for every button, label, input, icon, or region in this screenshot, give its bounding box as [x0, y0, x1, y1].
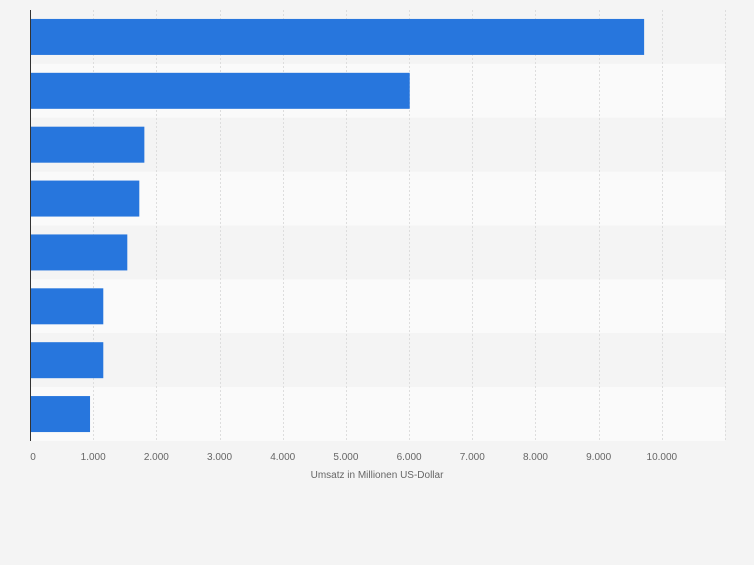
row-band [30, 279, 725, 334]
bar[interactable] [30, 180, 140, 217]
x-tick-label: 0 [30, 452, 36, 463]
x-tick-label: 6.000 [397, 452, 422, 463]
x-tick-label: 2.000 [144, 452, 169, 463]
x-tick-label: 9.000 [586, 452, 611, 463]
bar[interactable] [30, 342, 104, 379]
bar[interactable] [30, 288, 104, 325]
x-axis-ticks: 0 1.000 2.000 3.000 4.000 5.000 6.000 7.000 8.00… [30, 452, 677, 463]
x-axis-title: Umsatz in Millionen US-Dollar [311, 470, 444, 481]
row-band [30, 171, 725, 226]
bar[interactable] [30, 18, 645, 55]
x-tick-label: 10.000 [647, 452, 678, 463]
bars [30, 18, 645, 433]
row-band [30, 333, 725, 388]
row-band [30, 387, 725, 441]
row-band [30, 117, 725, 172]
bar[interactable] [30, 126, 145, 163]
row-bands [30, 10, 725, 441]
bar[interactable] [30, 72, 410, 109]
x-tick-label: 3.000 [207, 452, 232, 463]
x-tick-label: 1.000 [81, 452, 106, 463]
x-tick-label: 5.000 [333, 452, 358, 463]
x-tick-label: 4.000 [270, 452, 295, 463]
bar[interactable] [30, 234, 128, 271]
x-tick-label: 8.000 [523, 452, 548, 463]
x-tick-label: 7.000 [460, 452, 485, 463]
row-band [30, 225, 725, 280]
bar[interactable] [30, 396, 91, 433]
